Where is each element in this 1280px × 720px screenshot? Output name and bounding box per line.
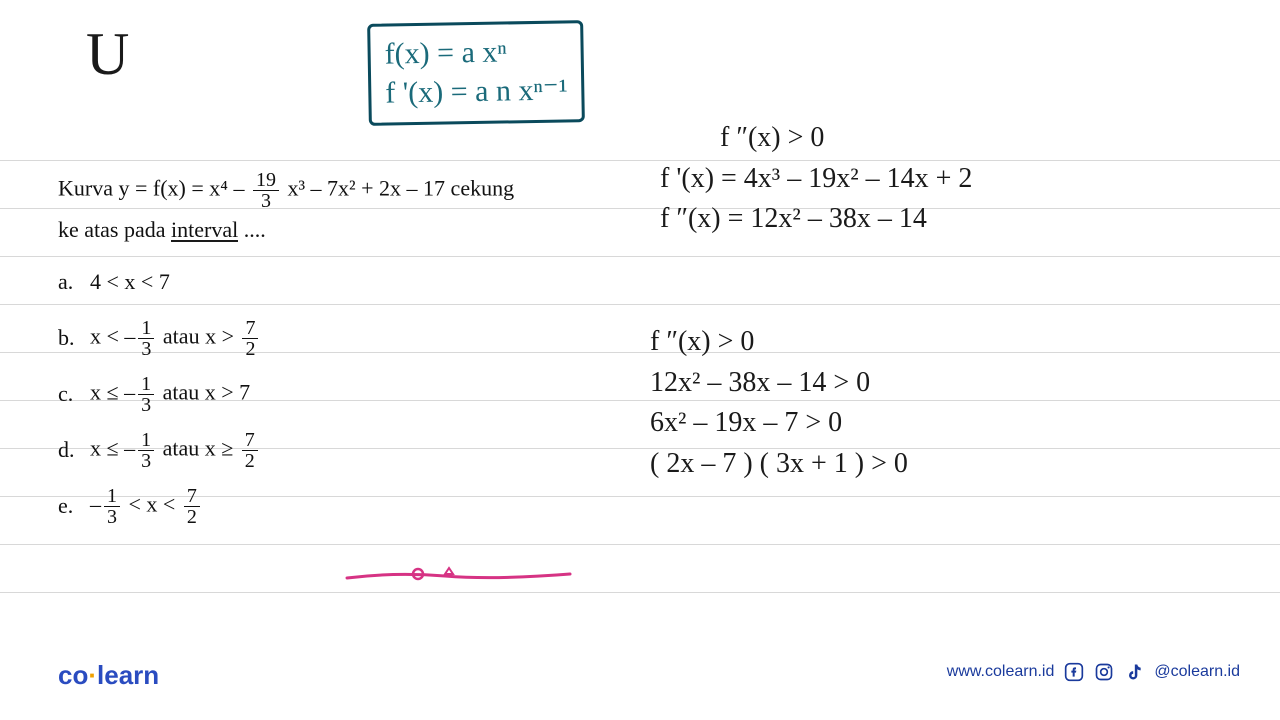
formula-line-2: f '(x) = a n xⁿ⁻¹: [385, 70, 568, 112]
working-line-1: f ″(x) > 0: [660, 118, 972, 159]
instagram-icon: [1094, 662, 1114, 682]
footer-url: www.colearn.id: [947, 663, 1055, 681]
option-c: c. x ≤ –13 atau x > 7: [58, 372, 261, 416]
footer-handle: @colearn.id: [1154, 663, 1240, 681]
footer-links: www.colearn.id @colearn.id: [947, 662, 1240, 682]
working-line-3: f ″(x) = 12x² – 38x – 14: [660, 199, 972, 240]
problem-statement: Kurva y = f(x) = x⁴ – 193 x³ – 7x² + 2x …: [58, 170, 514, 248]
tiktok-icon: [1124, 662, 1144, 682]
answer-options: a. 4 < x < 7 b. x < –13 atau x > 72 c. x…: [58, 260, 261, 540]
ruled-line: [0, 544, 1280, 545]
option-a: a. 4 < x < 7: [58, 260, 261, 304]
derivative-rule-box: f(x) = a xⁿ f '(x) = a n xⁿ⁻¹: [367, 20, 585, 126]
u-shape-glyph: U: [86, 20, 129, 89]
working-line-6: 6x² – 19x – 7 > 0: [650, 403, 908, 444]
facebook-icon: [1064, 662, 1084, 682]
option-e: e. –13 < x < 72: [58, 484, 261, 528]
ruled-line: [0, 592, 1280, 593]
ruled-line: [0, 160, 1280, 161]
formula-line-1: f(x) = a xⁿ: [384, 31, 567, 73]
problem-line-2: ke atas pada interval ....: [58, 213, 514, 246]
brand-logo: co·learn: [58, 660, 159, 691]
working-derivatives: f ″(x) > 0 f '(x) = 4x³ – 19x² – 14x + 2…: [660, 118, 972, 240]
option-d: d. x ≤ –13 atau x ≥ 72: [58, 428, 261, 472]
option-b: b. x < –13 atau x > 72: [58, 316, 261, 360]
ruled-line: [0, 256, 1280, 257]
working-line-5: 12x² – 38x – 14 > 0: [650, 363, 908, 404]
working-line-7: ( 2x – 7 ) ( 3x + 1 ) > 0: [650, 444, 908, 485]
working-line-2: f '(x) = 4x³ – 19x² – 14x + 2: [660, 159, 972, 200]
working-line-4: f ″(x) > 0: [650, 322, 908, 363]
number-line-sketch: [345, 560, 575, 590]
working-inequality: f ″(x) > 0 12x² – 38x – 14 > 0 6x² – 19x…: [650, 322, 908, 484]
problem-line-1: Kurva y = f(x) = x⁴ – 193 x³ – 7x² + 2x …: [58, 170, 514, 211]
